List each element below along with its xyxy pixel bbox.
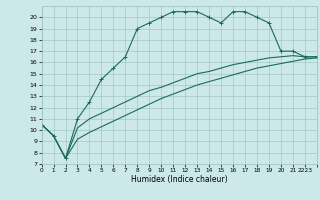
X-axis label: Humidex (Indice chaleur): Humidex (Indice chaleur) bbox=[131, 175, 228, 184]
